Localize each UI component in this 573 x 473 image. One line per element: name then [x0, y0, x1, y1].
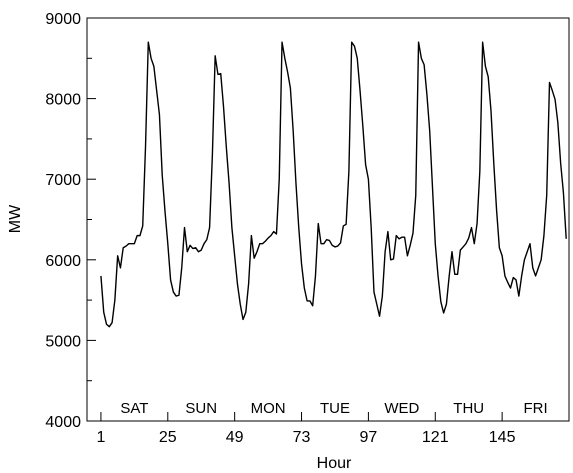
- day-label: WED: [384, 400, 419, 417]
- y-tick-label: 5000: [45, 333, 81, 350]
- x-tick-label: 49: [226, 429, 244, 446]
- x-tick-label: 121: [422, 429, 449, 446]
- day-label: SAT: [120, 400, 148, 417]
- day-label: THU: [453, 400, 484, 417]
- y-tick-label: 9000: [45, 11, 81, 28]
- day-label: TUE: [320, 400, 350, 417]
- series-line: [100, 41, 567, 328]
- x-axis: 1 25 49 73 97 121 145: [96, 412, 516, 446]
- y-axis-title: MW: [7, 204, 24, 233]
- y-tick-label: 7000: [45, 172, 81, 189]
- x-tick-label: 25: [159, 429, 177, 446]
- x-tick-label: 145: [489, 429, 516, 446]
- x-tick-label: 97: [360, 429, 378, 446]
- x-tick-label: 1: [96, 429, 105, 446]
- day-labels: SAT SUN MON TUE WED THU FRI: [120, 400, 547, 417]
- y-axis: 4000 5000 6000 7000 8000 9000: [45, 11, 96, 431]
- day-label: MON: [251, 400, 286, 417]
- x-axis-title: Hour: [317, 455, 352, 472]
- day-label: SUN: [185, 400, 217, 417]
- y-tick-label: 8000: [45, 92, 81, 109]
- day-label: FRI: [523, 400, 547, 417]
- y-tick-label: 6000: [45, 253, 81, 270]
- y-tick-label: 4000: [45, 414, 81, 431]
- x-tick-label: 73: [293, 429, 311, 446]
